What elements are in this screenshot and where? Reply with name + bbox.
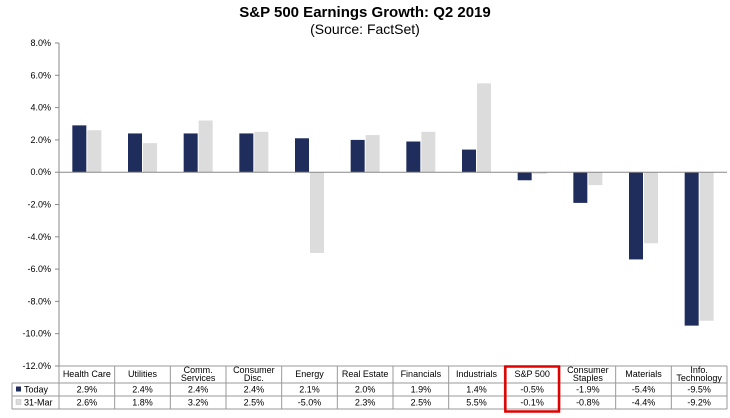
bar-today bbox=[295, 138, 309, 173]
bar-today bbox=[350, 139, 365, 173]
bar-mar31 bbox=[699, 172, 714, 321]
y-tick-label: -10.0% bbox=[22, 329, 51, 339]
category-label: Services bbox=[181, 373, 216, 383]
data-label: 2.5% bbox=[411, 398, 432, 408]
data-label: 1.9% bbox=[411, 385, 432, 395]
data-label: 2.1% bbox=[299, 385, 320, 395]
category-label: Financials bbox=[401, 369, 442, 379]
bar-mar31 bbox=[644, 172, 658, 244]
y-tick-label: 4.0% bbox=[30, 103, 51, 113]
bar-today bbox=[684, 172, 699, 326]
bar-mar31 bbox=[365, 135, 380, 173]
category-label: Health Care bbox=[63, 369, 111, 379]
category-label: Disc. bbox=[244, 373, 264, 383]
chart-title: S&P 500 Earnings Growth: Q2 2019 bbox=[239, 4, 491, 21]
legend-label: Today bbox=[24, 385, 49, 395]
bar-mar31 bbox=[477, 83, 491, 173]
bar-today bbox=[462, 149, 476, 173]
category-label: Consumer bbox=[567, 365, 609, 375]
bar-today bbox=[183, 133, 198, 173]
category-label: Staples bbox=[573, 373, 604, 383]
data-label: 2.3% bbox=[355, 398, 376, 408]
data-label: 5.5% bbox=[466, 398, 487, 408]
data-label: -1.9% bbox=[576, 385, 600, 395]
data-label: 2.6% bbox=[77, 398, 98, 408]
data-label: 2.4% bbox=[188, 385, 209, 395]
bar-today bbox=[128, 133, 142, 173]
bar-today bbox=[573, 172, 588, 203]
category-label: Technology bbox=[676, 373, 722, 383]
bar-mar31 bbox=[87, 130, 102, 173]
y-tick-label: 2.0% bbox=[30, 135, 51, 145]
y-tick-label: 0.0% bbox=[30, 167, 51, 177]
data-label: -0.5% bbox=[520, 385, 544, 395]
category-label: Comm. bbox=[184, 365, 213, 375]
data-label: 2.4% bbox=[244, 385, 265, 395]
chart-subtitle: (Source: FactSet) bbox=[310, 21, 420, 37]
bar-today bbox=[406, 141, 421, 173]
highlight-box bbox=[504, 365, 561, 413]
data-label: 2.4% bbox=[132, 385, 153, 395]
category-label: Info. bbox=[690, 365, 708, 375]
bar-mar31 bbox=[532, 172, 547, 174]
legend-swatch bbox=[16, 386, 21, 392]
data-label: -0.8% bbox=[576, 398, 600, 408]
category-label: Materials bbox=[625, 369, 662, 379]
category-label: Energy bbox=[295, 369, 324, 379]
data-label: -5.0% bbox=[298, 398, 322, 408]
bar-mar31 bbox=[310, 172, 324, 253]
bar-mar31 bbox=[588, 172, 603, 186]
y-tick-label: -8.0% bbox=[27, 296, 51, 306]
bar-mar31 bbox=[143, 143, 157, 173]
data-label: -4.4% bbox=[632, 398, 656, 408]
data-label: 2.9% bbox=[77, 385, 98, 395]
category-label: Industrials bbox=[456, 369, 498, 379]
legend-swatch bbox=[15, 399, 22, 405]
bar-mar31 bbox=[254, 131, 269, 173]
data-label: 2.5% bbox=[244, 398, 265, 408]
y-tick-label: 8.0% bbox=[30, 38, 51, 48]
bar-mar31 bbox=[421, 131, 436, 173]
bar-today bbox=[629, 172, 643, 260]
category-label: S&P 500 bbox=[514, 369, 549, 379]
category-label: Real Estate bbox=[342, 369, 389, 379]
legend-label: 31-Mar bbox=[24, 398, 53, 408]
data-label: 1.4% bbox=[466, 385, 487, 395]
data-label: 3.2% bbox=[188, 398, 209, 408]
data-label: -0.1% bbox=[520, 398, 544, 408]
data-label: 2.0% bbox=[355, 385, 376, 395]
category-label: Utilities bbox=[128, 369, 158, 379]
y-tick-label: -4.0% bbox=[27, 232, 51, 242]
data-label: -9.5% bbox=[687, 385, 711, 395]
category-label: Consumer bbox=[233, 365, 275, 375]
y-tick-label: -2.0% bbox=[27, 200, 51, 210]
bar-today bbox=[517, 172, 532, 181]
y-tick-label: -6.0% bbox=[27, 264, 51, 274]
data-label: 1.8% bbox=[132, 398, 153, 408]
data-label: -9.2% bbox=[687, 398, 711, 408]
bar-today bbox=[72, 125, 87, 173]
bar-today bbox=[239, 133, 254, 173]
y-tick-label: 6.0% bbox=[30, 70, 51, 80]
bar-mar31 bbox=[198, 120, 213, 173]
data-label: -5.4% bbox=[632, 385, 656, 395]
y-tick-label: -12.0% bbox=[22, 361, 51, 371]
